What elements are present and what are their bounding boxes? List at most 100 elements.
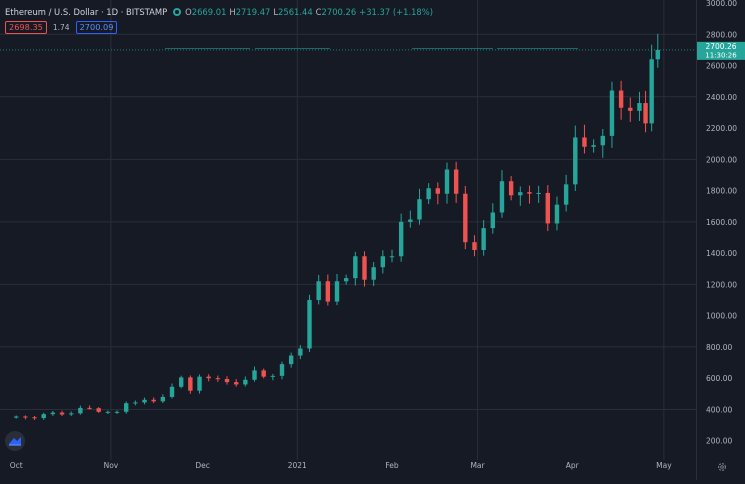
candle-body: [261, 370, 266, 377]
y-tick-label: 3000.00: [706, 0, 737, 8]
candle-body: [518, 192, 523, 196]
candle-body: [508, 181, 514, 196]
candle-body: [69, 413, 74, 415]
y-tick-label: 1200.00: [706, 280, 737, 289]
high-value: 2719.47: [235, 7, 271, 17]
candle-body: [151, 399, 156, 402]
y-tick-label: 1600.00: [706, 218, 737, 227]
candle-body: [114, 411, 120, 413]
candle-body: [591, 145, 596, 147]
x-tick-label: Oct: [10, 461, 23, 470]
ask-button[interactable]: 2700.09: [75, 21, 118, 34]
candle-body: [197, 376, 202, 391]
candle-body: [490, 212, 496, 229]
candle-body: [50, 412, 56, 415]
candle-body: [178, 377, 184, 387]
candle-body: [643, 103, 648, 124]
candle-body: [288, 355, 294, 365]
y-tick-label: 2800.00: [706, 30, 737, 39]
candle-body: [206, 376, 211, 379]
bar-countdown-text: 11:30:26: [705, 51, 737, 59]
y-tick-label: 800.00: [706, 343, 732, 352]
candle-body: [453, 169, 459, 194]
candle-body: [609, 90, 615, 136]
candle-body: [233, 382, 239, 385]
candle-body: [637, 103, 642, 111]
y-tick-label: 400.00: [706, 405, 732, 414]
candle-body: [343, 278, 349, 282]
y-tick-label: 1400.00: [706, 249, 737, 258]
candle-body: [600, 135, 605, 146]
x-tick-label: Apr: [566, 461, 580, 470]
candle-body: [618, 90, 624, 108]
candle-body: [32, 417, 37, 419]
open-label: O: [185, 7, 192, 17]
y-tick-label: 2000.00: [706, 155, 737, 164]
candle-body: [316, 281, 321, 301]
market-status-icon: [173, 8, 182, 16]
candle-body: [380, 256, 386, 268]
y-tick-label: 1800.00: [706, 187, 737, 196]
candle-body: [353, 256, 358, 279]
open-value: 2669.01: [191, 7, 227, 17]
high-label: H: [229, 7, 236, 17]
candle-body: [527, 192, 532, 194]
candle-body: [389, 256, 395, 258]
candle-body: [554, 204, 560, 224]
x-tick-label: Mar: [470, 461, 485, 470]
candle-body: [398, 221, 404, 257]
candle-body: [23, 416, 28, 418]
candle-body: [78, 407, 83, 414]
x-tick-label: May: [656, 461, 672, 470]
candle-body: [426, 188, 431, 200]
candle-body: [188, 377, 193, 391]
candle-body: [371, 267, 376, 280]
last-price-text: 2700.26: [705, 42, 736, 51]
candle-body: [96, 408, 101, 412]
candle-body: [628, 107, 633, 111]
last-price-badge: [697, 41, 745, 60]
candle-body: [325, 281, 331, 302]
candle-body: [362, 256, 367, 280]
candle-body: [545, 192, 550, 224]
candle-body: [124, 403, 129, 412]
candle-body: [649, 59, 654, 124]
candle-body: [444, 169, 450, 194]
candle-body: [573, 137, 578, 185]
symbol-legend: Ethereum / U.S. Dollar · 1D · BITSTAMP O…: [5, 5, 433, 19]
close-label: C: [315, 7, 322, 17]
candle-body: [105, 411, 111, 413]
y-tick-label: 1000.00: [706, 312, 737, 321]
candle-body: [87, 407, 92, 409]
x-tick-label: 2021: [288, 461, 307, 470]
low-value: 2561.44: [278, 7, 313, 17]
candle-body: [279, 364, 285, 376]
gear-icon[interactable]: [716, 458, 728, 472]
y-tick-label: 600.00: [706, 374, 732, 383]
symbol-title[interactable]: Ethereum / U.S. Dollar · 1D · BITSTAMP: [5, 7, 168, 17]
y-tick-label: 2600.00: [706, 62, 737, 71]
spread-value: 1.74: [52, 23, 70, 32]
candle-body: [307, 300, 312, 349]
close-value: 2700.26: [321, 7, 357, 17]
candle-body: [435, 188, 441, 194]
candle-body: [472, 242, 477, 251]
tradingview-logo-icon[interactable]: [5, 431, 25, 451]
candle-body: [59, 412, 65, 415]
candle-body: [481, 228, 486, 251]
candle-body: [243, 379, 248, 385]
candle-body: [417, 199, 422, 220]
candle-body: [215, 378, 221, 380]
x-tick-label: Nov: [104, 461, 119, 470]
x-tick-label: Feb: [385, 461, 399, 470]
candle-body: [563, 184, 569, 205]
candle-body: [408, 219, 413, 222]
candle-body: [655, 49, 660, 60]
bid-ask-panel: 2698.35 1.74 2700.09: [5, 21, 118, 34]
bid-button[interactable]: 2698.35: [5, 21, 47, 34]
candle-body: [298, 348, 303, 356]
low-label: L: [273, 7, 279, 17]
candle-body: [14, 416, 19, 418]
